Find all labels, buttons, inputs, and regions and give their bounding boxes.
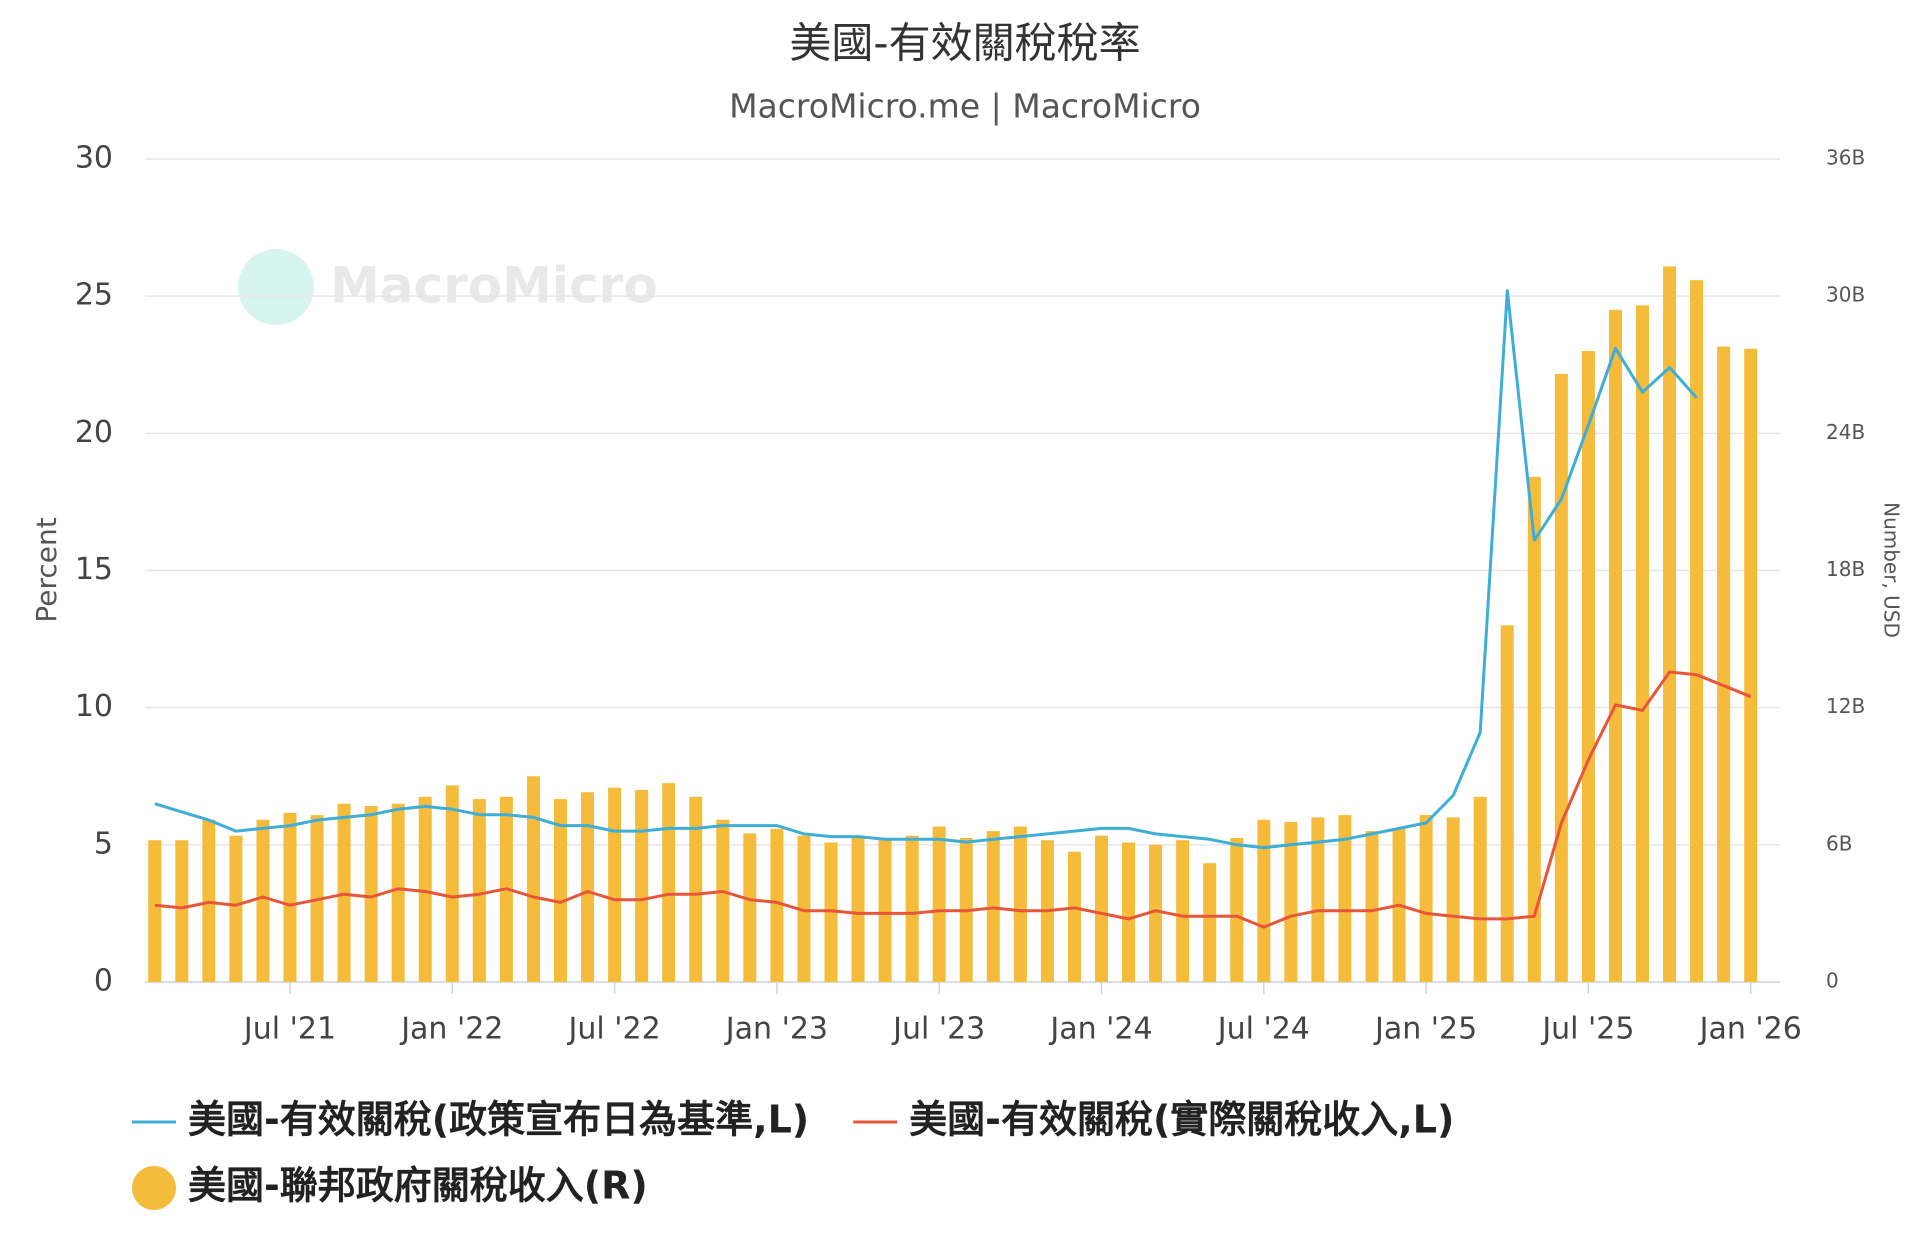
- bar: [716, 819, 730, 982]
- bar: [770, 828, 784, 982]
- bar: [932, 826, 946, 982]
- y2-tick-label: 12B: [1826, 694, 1865, 718]
- bar: [1203, 863, 1217, 982]
- y2-axis-title: Number, USD: [1880, 502, 1904, 638]
- watermark-text: MacroMicro: [330, 257, 658, 315]
- bar: [1284, 821, 1298, 982]
- bar: [1067, 851, 1081, 982]
- bar: [1608, 309, 1622, 983]
- bar: [364, 805, 378, 982]
- bar: [472, 799, 486, 982]
- bar: [905, 835, 919, 982]
- chart-title: 美國-有效關稅稅率: [789, 19, 1140, 68]
- bar: [1013, 826, 1027, 982]
- bar: [391, 803, 405, 982]
- y-tick-label: 30: [75, 141, 113, 176]
- y-tick-label: 5: [94, 826, 113, 861]
- x-tick-label: Jan '22: [399, 1012, 503, 1047]
- bar: [1419, 815, 1433, 982]
- bar: [1446, 817, 1460, 982]
- chart-subtitle: MacroMicro.me | MacroMicro: [729, 87, 1201, 126]
- bar: [1717, 346, 1731, 982]
- bar: [283, 812, 297, 982]
- bar: [878, 837, 892, 982]
- legend-item: 美國-聯邦政府關稅收入(R): [132, 1164, 648, 1210]
- bar: [229, 835, 243, 982]
- bar: [824, 842, 838, 982]
- bar: [1527, 476, 1541, 982]
- bar: [1581, 351, 1595, 982]
- legend-item: 美國-有效關稅(實際關稅收入,L): [853, 1098, 1454, 1142]
- y2-tick-label: 18B: [1826, 557, 1865, 581]
- bar: [1338, 815, 1352, 982]
- y-tick-label: 25: [75, 278, 113, 313]
- y2-tick-label: 6B: [1826, 831, 1852, 855]
- y2-tick-label: 30B: [1826, 283, 1865, 307]
- legend-label: 美國-有效關稅(實際關稅收入,L): [909, 1098, 1454, 1142]
- bar: [175, 840, 189, 982]
- bar: [1311, 817, 1325, 982]
- bar: [1095, 835, 1108, 982]
- bar: [418, 796, 432, 982]
- bar: [689, 796, 703, 982]
- bar: [1365, 831, 1379, 982]
- y2-tick-label: 0: [1826, 969, 1839, 993]
- y-tick-label: 15: [75, 552, 113, 587]
- bar: [1122, 842, 1136, 982]
- bar: [1176, 840, 1190, 982]
- x-tick-label: Jan '24: [1048, 1012, 1152, 1047]
- bar: [1663, 266, 1677, 982]
- bar: [1230, 837, 1244, 982]
- y2-tick-label: 24B: [1826, 420, 1865, 444]
- legend-item: 美國-有效關稅(政策宣布日為基準,L): [132, 1098, 809, 1142]
- bar: [581, 792, 595, 982]
- x-tick-label: Jan '23: [724, 1012, 828, 1047]
- bar: [1149, 844, 1163, 982]
- legend-label: 美國-有效關稅(政策宣布日為基準,L): [188, 1098, 809, 1142]
- y-tick-label: 20: [75, 415, 113, 450]
- bar: [1257, 819, 1271, 982]
- bar: [148, 840, 162, 982]
- x-tick-label: Jan '26: [1698, 1012, 1802, 1047]
- bar: [526, 776, 540, 982]
- y-tick-label: 10: [75, 689, 113, 724]
- bar: [256, 819, 270, 982]
- x-tick-label: Jan '25: [1373, 1012, 1477, 1047]
- x-tick-label: Jul '23: [891, 1012, 985, 1047]
- bar: [1473, 796, 1487, 982]
- line: [154, 670, 1752, 929]
- legend-marker: [132, 1166, 176, 1210]
- bar: [851, 837, 865, 982]
- bar: [202, 819, 216, 982]
- y-tick-label: 0: [94, 964, 113, 999]
- bar: [1744, 348, 1758, 983]
- watermark: MacroMicro: [238, 249, 658, 325]
- y-axis-title: Percent: [30, 517, 63, 622]
- bar: [797, 835, 811, 982]
- bar: [554, 799, 567, 982]
- y2-tick-label: 36B: [1826, 146, 1865, 170]
- bar: [662, 783, 676, 982]
- bar: [1636, 305, 1649, 982]
- line: [154, 289, 1698, 850]
- bar: [1500, 625, 1514, 982]
- legend-label: 美國-聯邦政府關稅收入(R): [188, 1164, 648, 1208]
- bar: [635, 789, 649, 982]
- bar: [1690, 280, 1704, 982]
- bar: [743, 833, 757, 982]
- bar: [608, 787, 622, 982]
- bar: [445, 785, 459, 982]
- x-tick-label: Jul '21: [242, 1012, 336, 1047]
- x-tick-label: Jul '25: [1540, 1012, 1634, 1047]
- x-tick-label: Jul '24: [1216, 1012, 1310, 1047]
- watermark-logo: [238, 249, 314, 325]
- x-tick-label: Jul '22: [567, 1012, 661, 1047]
- bar: [1554, 373, 1568, 983]
